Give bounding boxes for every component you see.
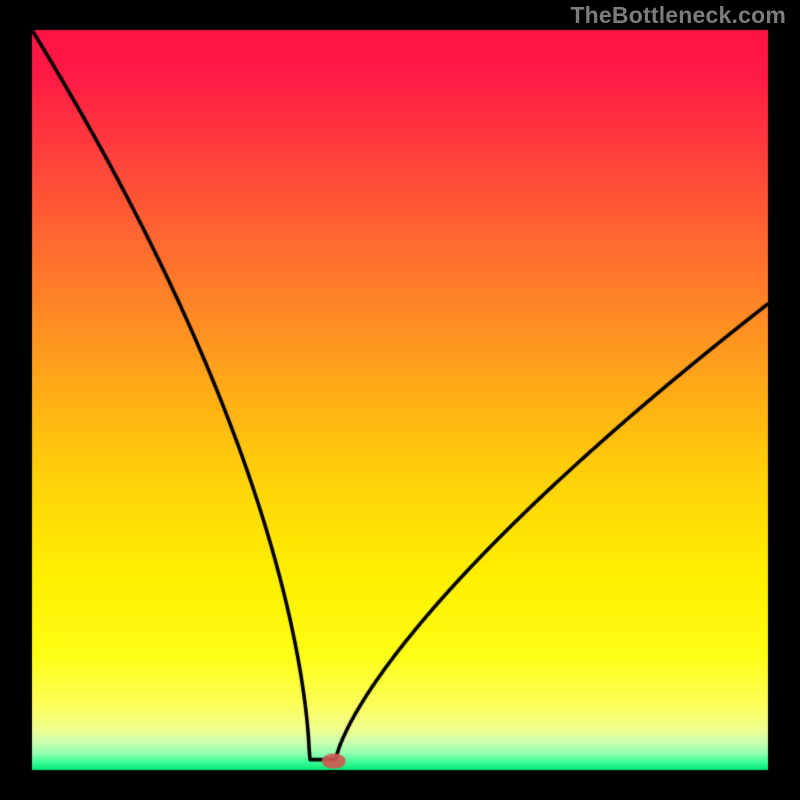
attribution-label: TheBottleneck.com bbox=[570, 2, 786, 29]
bottleneck-chart bbox=[0, 0, 800, 800]
stage: TheBottleneck.com bbox=[0, 0, 800, 800]
